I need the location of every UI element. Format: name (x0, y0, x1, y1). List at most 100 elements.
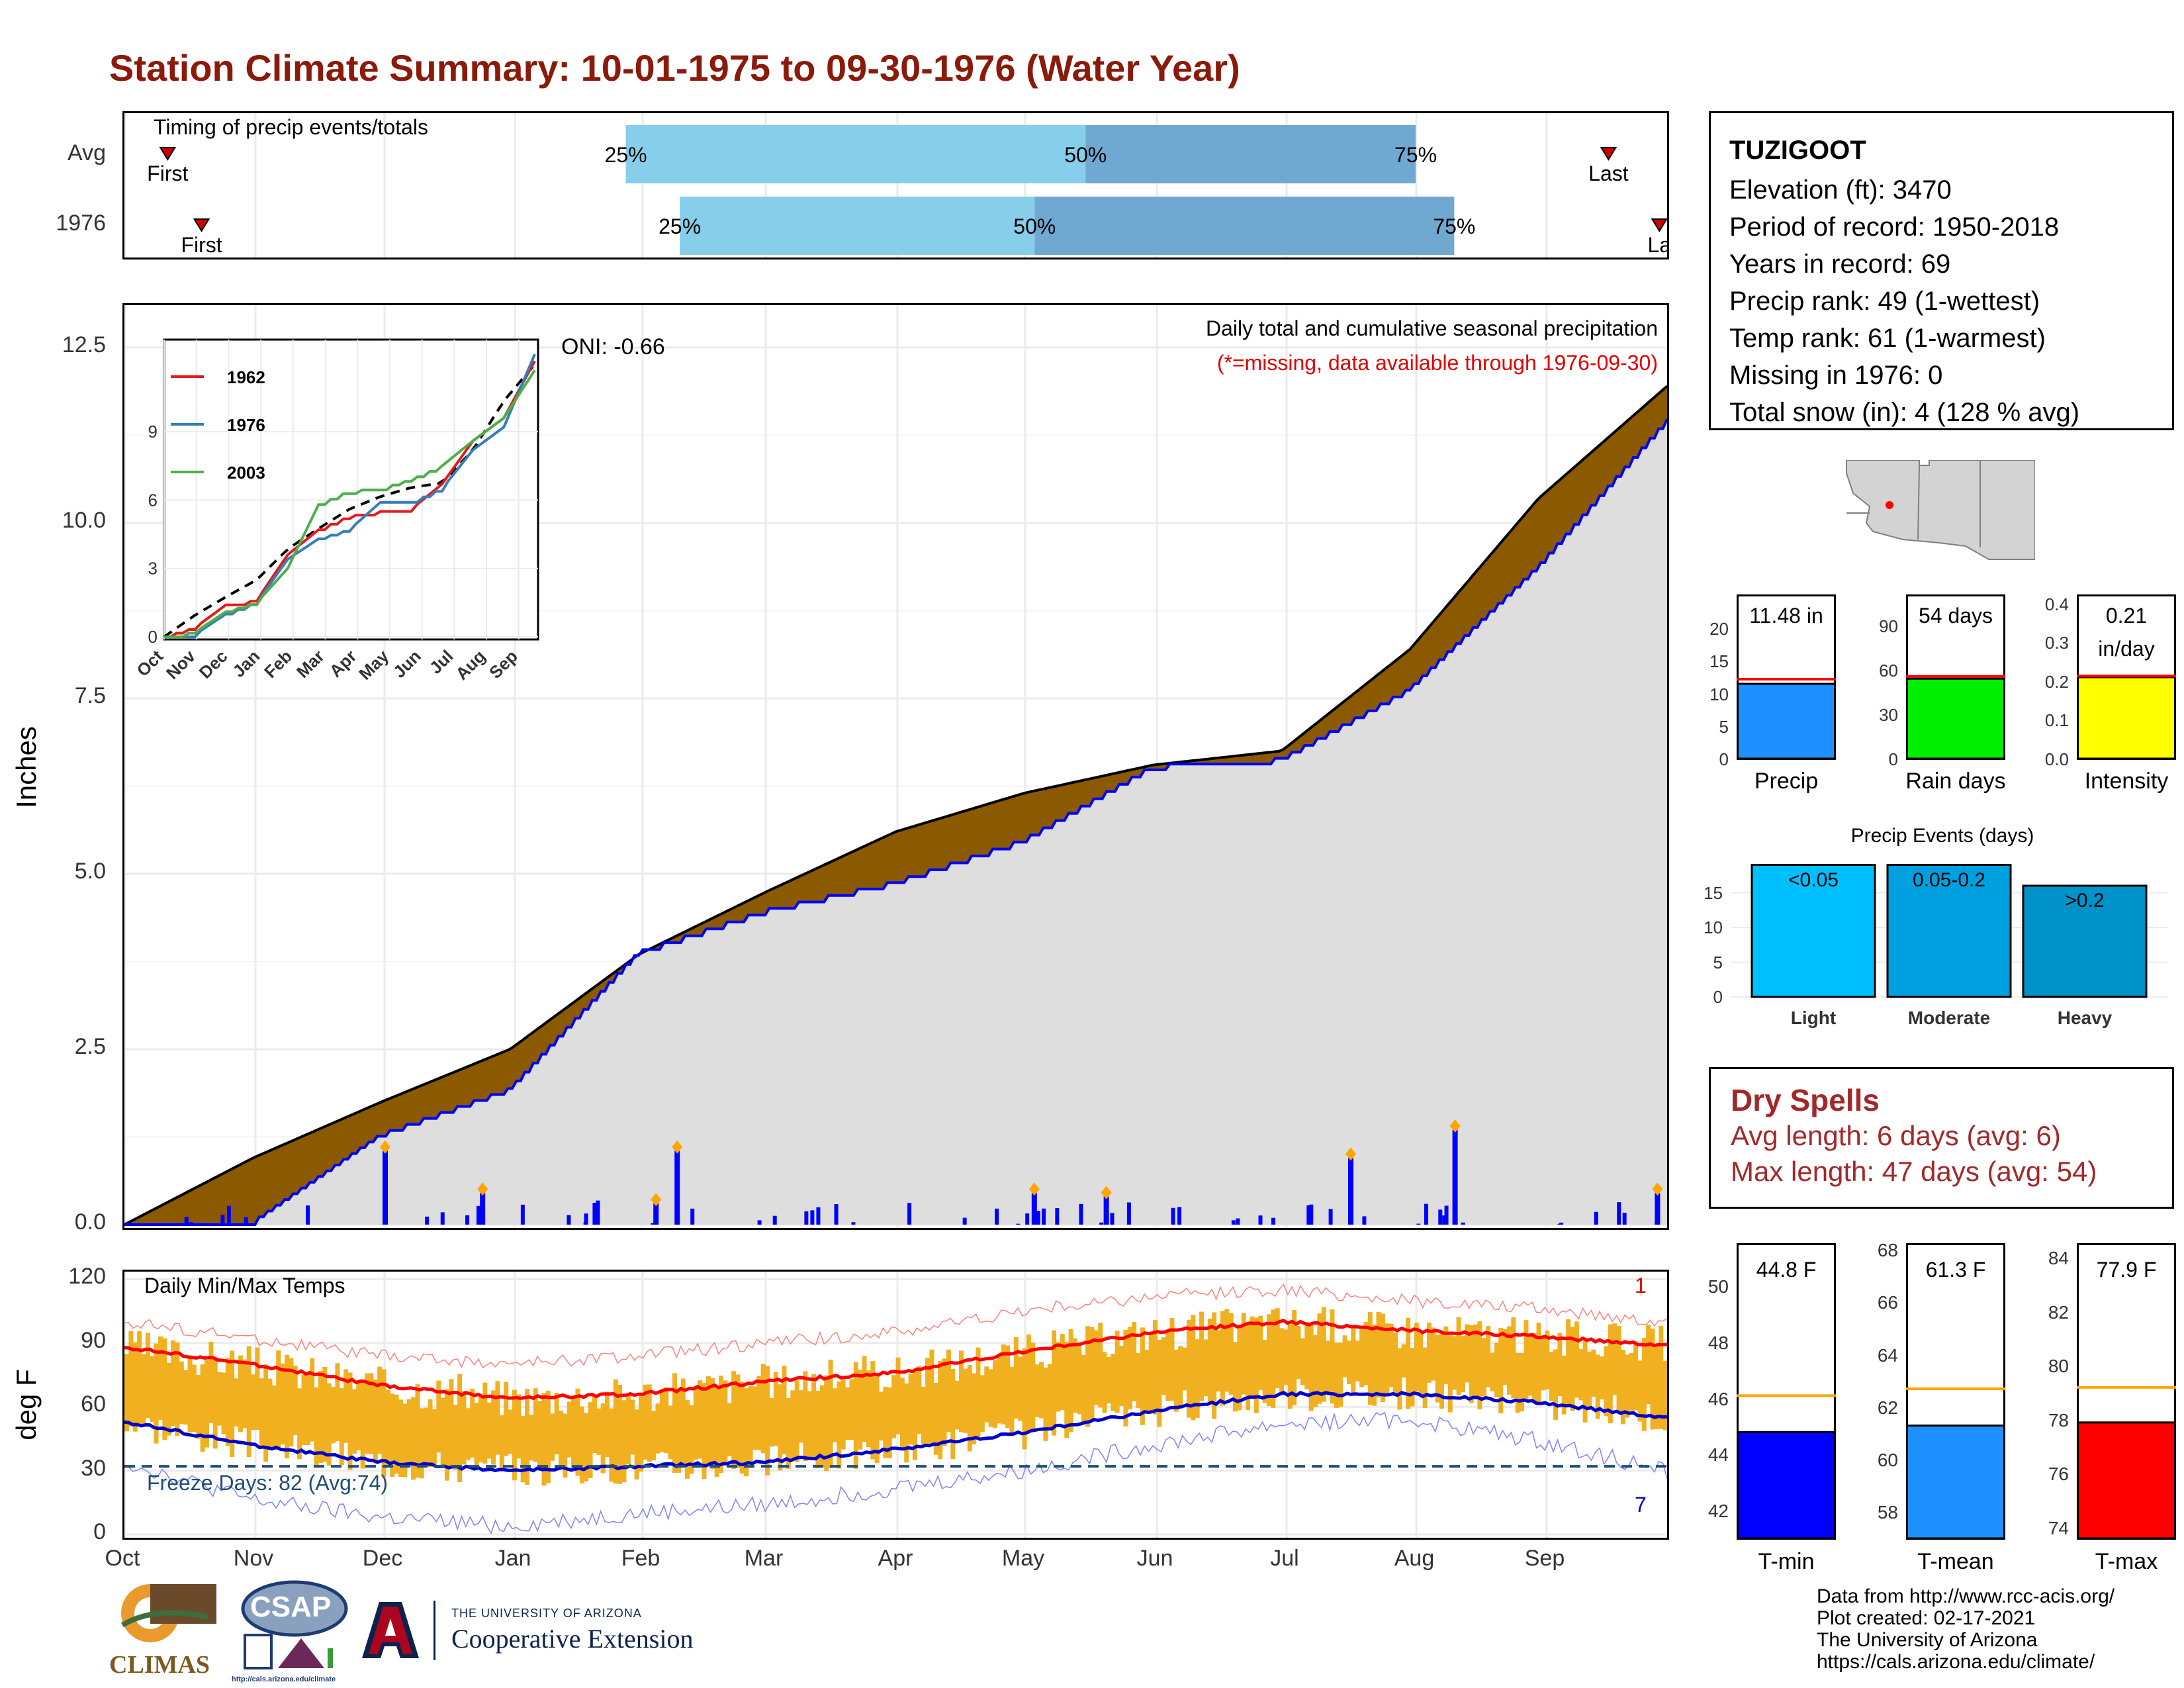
temp-daily-bar (326, 1383, 332, 1466)
inset-xtick-label: Jan (228, 646, 263, 681)
temp-daily-bar (714, 1386, 719, 1477)
ua-a-icon (361, 1599, 420, 1662)
temp-daily-bar (782, 1366, 787, 1454)
temp-daily-bar (1406, 1317, 1411, 1409)
temp-daily-bar (588, 1402, 593, 1478)
oni-value: ONI: -0.66 (561, 334, 665, 359)
temp-daily-bar (824, 1375, 829, 1472)
temp-bar-value-label: 61.3 F (1925, 1258, 1986, 1282)
temp-daily-bar (643, 1384, 648, 1460)
temp-daily-bar (166, 1363, 171, 1436)
mini-bar-value (2077, 676, 2176, 760)
temp-daily-bar (609, 1408, 614, 1482)
temp-daily-bar (293, 1365, 298, 1436)
temp-daily-bar (1595, 1354, 1600, 1419)
precip-year-line (124, 418, 1667, 1226)
temp-daily-bar (1195, 1339, 1200, 1418)
temp-daily-bar (449, 1379, 454, 1468)
temp-daily-bar (1397, 1348, 1402, 1410)
temp-daily-bar (1351, 1327, 1356, 1396)
temp-daily-bar (1182, 1347, 1187, 1391)
temp-daily-bar (145, 1333, 150, 1419)
temp-daily-bar (828, 1359, 833, 1468)
temp-daily-bar (976, 1347, 981, 1438)
events-bar-value-label: <0.05 (1788, 868, 1839, 891)
timing-last-label: Last (1588, 162, 1629, 185)
temp-daily-bar (668, 1405, 673, 1460)
temp-daily-bar (1376, 1311, 1381, 1397)
precip-daily-bar (1622, 1213, 1627, 1225)
temp-daily-bar (1060, 1334, 1065, 1411)
temp-daily-bar (1414, 1323, 1419, 1391)
precip-daily-bar (1424, 1203, 1429, 1225)
temp-daily-bar (1363, 1321, 1369, 1385)
month-tick-label: Apr (878, 1546, 913, 1571)
temp-daily-bar (1253, 1317, 1259, 1413)
temp-daily-bar (710, 1378, 715, 1470)
temp-daily-bar (563, 1413, 568, 1478)
temp-daily-bar (575, 1388, 580, 1476)
temp-daily-bar (351, 1389, 357, 1454)
mini-bar-tick-label: 30 (1879, 704, 1898, 725)
temp-daily-bar (1148, 1334, 1154, 1413)
precip-daily-bar (757, 1220, 762, 1225)
temp-daily-bar (1034, 1364, 1040, 1417)
temp-ytick-label: 90 (81, 1327, 106, 1353)
temp-bar-tick-label: 76 (2048, 1464, 2069, 1485)
temp-daily-bar (778, 1384, 783, 1471)
temp-daily-bar (1022, 1348, 1027, 1450)
inset-ytick-label: 6 (148, 490, 158, 510)
temp-daily-bar (1355, 1340, 1360, 1382)
temp-daily-bar (1173, 1349, 1179, 1412)
temp-daily-bar (171, 1340, 176, 1427)
temp-daily-bar (1608, 1324, 1613, 1424)
inset-ytick-label: 9 (148, 422, 158, 442)
temp-daily-bar (845, 1387, 850, 1440)
temp-daily-bar (457, 1374, 463, 1483)
temp-daily-bar (394, 1394, 399, 1474)
temp-bar-tick-label: 82 (2048, 1301, 2069, 1323)
temp-daily-bar (1494, 1342, 1499, 1397)
temp-daily-bar (318, 1371, 323, 1464)
temp-daily-bar (625, 1393, 631, 1464)
station-temp-rank: Temp rank: 61 (1-warmest) (1729, 324, 2046, 353)
temp-bar-value (2077, 1421, 2176, 1540)
mini-bar-value-label: 0.21 (2105, 604, 2148, 628)
temp-daily-bar (1026, 1334, 1031, 1432)
temp-daily-bar (205, 1359, 209, 1448)
mini-bar-tick-label: 10 (1709, 684, 1729, 704)
temp-bar-label: T-mean (1917, 1549, 1994, 1574)
temp-daily-bar (191, 1364, 197, 1432)
precip-daily-bar (520, 1204, 525, 1225)
temp-daily-bar (723, 1380, 728, 1465)
temp-daily-bar (1224, 1309, 1230, 1392)
footer-url: https://cals.arizona.edu/climate/ (1817, 1651, 2095, 1673)
temp-daily-bar (1431, 1327, 1436, 1381)
precip-daily-bar (227, 1205, 232, 1225)
temp-daily-bar (499, 1415, 504, 1468)
temp-daily-bar (647, 1384, 652, 1462)
temp-bar-tick-label: 58 (1877, 1502, 1898, 1523)
temp-daily-bar (938, 1361, 943, 1460)
temp-average-min-line (124, 1391, 1667, 1473)
temp-daily-bar (1465, 1324, 1470, 1383)
precip-daily-bar (440, 1212, 445, 1225)
temp-daily-bar (1283, 1329, 1289, 1385)
temp-daily-bar (1072, 1338, 1077, 1413)
temp-daily-bar (1001, 1344, 1006, 1425)
temp-daily-bar (369, 1373, 374, 1454)
temp-daily-bar (1262, 1339, 1267, 1403)
mini-bar-value-label: 11.48 in (1749, 604, 1823, 628)
temp-daily-bar (1165, 1331, 1171, 1401)
temp-daily-bar (1359, 1326, 1365, 1387)
temp-daily-bar (837, 1381, 842, 1469)
temp-daily-bar (331, 1387, 336, 1444)
temp-daily-bar (702, 1383, 707, 1479)
temp-daily-bar (1191, 1315, 1196, 1421)
timing-last-marker (1600, 147, 1617, 161)
temp-daily-bar (1313, 1335, 1318, 1407)
temp-daily-bar (651, 1411, 657, 1461)
temp-daily-bar (1308, 1323, 1314, 1411)
precip-daily-bar (1231, 1220, 1236, 1225)
temp-daily-bar (1620, 1349, 1625, 1425)
